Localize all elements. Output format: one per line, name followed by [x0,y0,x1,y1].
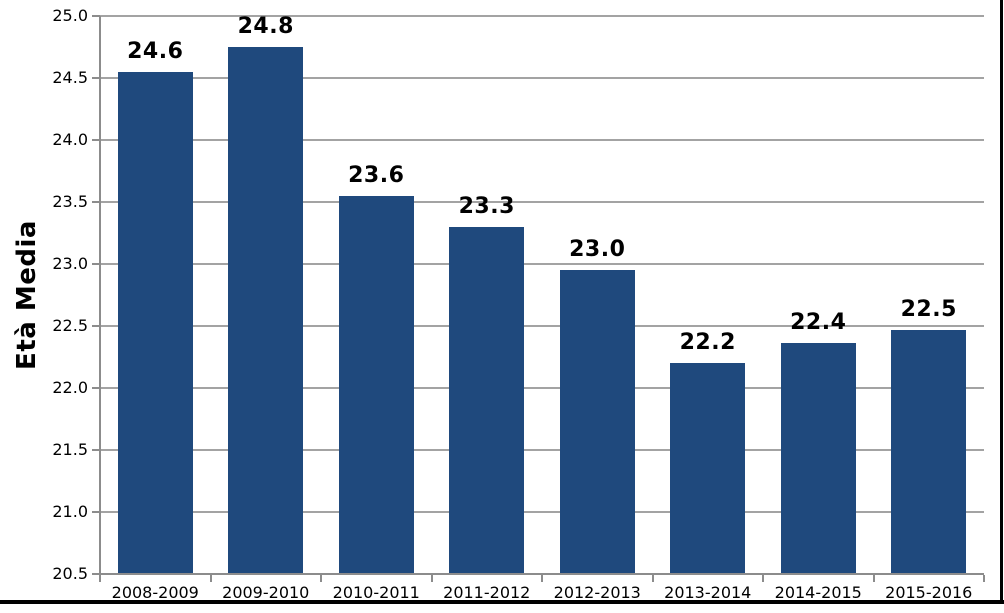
y-tick-mark [92,387,100,389]
y-tick-mark [92,77,100,79]
x-tick-mark [762,575,764,582]
x-tick-mark [320,575,322,582]
bar [228,47,304,573]
bar-value-label: 22.2 [679,330,736,356]
gridline [100,511,984,513]
gridline [100,77,984,79]
y-tick-mark [92,511,100,513]
y-tick-label: 23.5 [52,192,88,211]
frame-right-border [1000,0,1003,603]
gridline [100,325,984,327]
y-tick-mark [92,573,100,575]
frame-bottom-border [0,600,1004,604]
bar-value-label: 22.4 [790,310,847,336]
y-tick-label: 21.0 [52,502,88,521]
bar [117,71,193,573]
bar [780,343,856,573]
gridline [100,263,984,265]
x-axis-label: 2009-2010 [222,583,310,602]
gridline [100,387,984,389]
bar [338,195,414,573]
x-tick-mark [983,575,985,582]
x-tick-mark [872,575,875,582]
gridline [100,449,984,451]
x-axis-label: 2014-2015 [774,583,862,602]
y-axis-title: Età Media [12,220,42,370]
bar [559,270,635,573]
bar-value-label: 22.5 [900,296,957,322]
bar-value-label: 23.0 [569,237,626,263]
x-tick-mark [651,575,654,582]
x-tick-mark [541,575,543,582]
x-axis-line [99,573,984,575]
y-tick-mark [92,139,100,141]
y-tick-label: 23.0 [52,254,88,273]
y-tick-label: 20.5 [52,564,88,583]
gridline [100,139,984,141]
y-tick-mark [92,15,100,17]
y-tick-label: 25.0 [52,6,88,25]
x-axis-label: 2013-2014 [664,583,752,602]
bar-value-label: 23.3 [458,193,515,219]
bar [891,329,967,573]
y-tick-label: 21.5 [52,440,88,459]
x-axis-label: 2010-2011 [332,583,420,602]
y-tick-mark [92,325,100,327]
bar-value-label: 24.6 [127,38,184,64]
bar [449,226,525,573]
bar-value-label: 24.8 [237,14,294,39]
y-tick-label: 24.5 [52,68,88,87]
bar-value-label: 23.6 [348,162,405,188]
x-axis-label: 2015-2016 [885,583,973,602]
x-axis-label: 2011-2012 [443,583,531,602]
gridline [100,15,984,17]
y-tick-label: 22.5 [52,316,88,335]
y-tick-mark [92,201,100,203]
y-tick-label: 22.0 [52,378,88,397]
y-tick-mark [92,263,100,265]
x-tick-mark [430,575,433,582]
x-axis-label: 2008-2009 [111,583,199,602]
y-tick-mark [92,449,100,451]
y-tick-label: 24.0 [52,130,88,149]
y-axis-line [99,16,101,574]
gridline [100,201,984,203]
x-axis-label: 2012-2013 [553,583,641,602]
x-tick-mark [99,575,101,582]
bar [670,363,746,573]
x-tick-mark [209,575,212,582]
